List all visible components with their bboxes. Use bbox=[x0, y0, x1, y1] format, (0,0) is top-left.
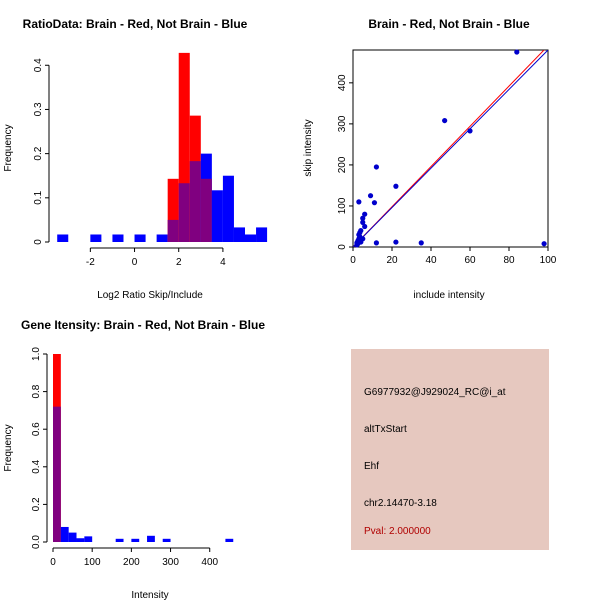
not-brain-bar bbox=[147, 535, 155, 542]
gene-intensity-histogram: 0.0 0.2 0.4 0.6 0.8 1.0 0 100 200 300 400 bbox=[31, 347, 234, 568]
chart1-ylabel: Frequency bbox=[3, 124, 14, 171]
not-brain-bar bbox=[84, 536, 93, 542]
scatter-point bbox=[393, 183, 399, 189]
plot-frame bbox=[352, 49, 549, 248]
scatter-point bbox=[393, 239, 399, 245]
not-brain-bar bbox=[90, 234, 102, 242]
chart2-ylabel: skip intensity bbox=[303, 119, 314, 176]
not-brain-bar bbox=[233, 227, 245, 242]
y-tick-label: 100 bbox=[337, 197, 348, 214]
y-tick-label: 0.2 bbox=[33, 146, 44, 160]
not-brain-bar bbox=[76, 538, 85, 542]
not-brain-bar bbox=[245, 234, 257, 242]
chart3-ylabel: Frequency bbox=[3, 424, 14, 471]
y-tick-label: 0.3 bbox=[33, 102, 44, 116]
overlap-bar bbox=[200, 178, 212, 242]
x-tick-label: 80 bbox=[503, 255, 515, 266]
x-tick-label: 0 bbox=[350, 255, 356, 266]
x-tick-label: 0 bbox=[132, 257, 138, 268]
scatter-point bbox=[514, 49, 520, 55]
not-brain-bar bbox=[60, 526, 69, 542]
scatter-point bbox=[373, 240, 379, 246]
x-tick-label: 2 bbox=[176, 257, 182, 268]
not-brain-bar bbox=[225, 538, 234, 542]
x-tick-label: 100 bbox=[540, 255, 557, 266]
intensity-scatter: 0 20 40 60 80 100 0 100 200 300 400 bbox=[337, 49, 557, 266]
not-brain-bar bbox=[156, 234, 168, 242]
not-brain-bar bbox=[162, 538, 171, 542]
scatter-point bbox=[541, 241, 547, 247]
scatter-point bbox=[418, 240, 424, 246]
x-tick-label: -2 bbox=[86, 257, 95, 268]
not-brain-bar bbox=[68, 532, 77, 542]
y-tick-label: 400 bbox=[337, 74, 348, 91]
not-brain-bar bbox=[115, 538, 124, 542]
not-brain-bar bbox=[112, 234, 124, 242]
y-tick-label: 0.1 bbox=[33, 190, 44, 204]
scatter-point bbox=[358, 237, 364, 243]
gene-name: Ehf bbox=[364, 461, 380, 472]
scatter-point bbox=[371, 200, 378, 206]
overlap-bar bbox=[178, 183, 190, 242]
genomic-location: chr2.14470-3.18 bbox=[364, 498, 437, 509]
brain-bar bbox=[178, 52, 190, 242]
chart3-xlabel: Intensity bbox=[131, 590, 168, 600]
scatter-point bbox=[362, 211, 368, 217]
chart2-title: Brain - Red, Not Brain - Blue bbox=[368, 17, 530, 31]
overlap-bar bbox=[189, 161, 201, 242]
p-value: Pval: 2.000000 bbox=[364, 526, 431, 537]
x-tick-label: 0 bbox=[50, 557, 56, 568]
scatter-point bbox=[357, 230, 363, 236]
not-brain-bar bbox=[256, 227, 268, 242]
y-tick-label: 0.6 bbox=[31, 422, 42, 436]
not-brain-bar bbox=[134, 234, 146, 242]
scatter-point bbox=[362, 223, 368, 230]
scatter-point bbox=[360, 215, 366, 221]
chart3-title: Gene Itensity: Brain - Red, Not Brain - … bbox=[21, 318, 265, 332]
scatter-point bbox=[360, 219, 366, 225]
scatter-point bbox=[356, 199, 362, 205]
probe-id: G6977932@J929024_RC@i_at bbox=[364, 387, 506, 398]
x-tick-label: 40 bbox=[425, 255, 437, 266]
x-tick-label: 4 bbox=[220, 257, 226, 268]
y-tick-label: 0.4 bbox=[33, 58, 44, 72]
y-tick-label: 0.4 bbox=[31, 459, 42, 473]
not-brain-bar bbox=[222, 175, 234, 242]
x-tick-label: 300 bbox=[162, 557, 179, 568]
scatter-point bbox=[367, 193, 374, 199]
chart2-xlabel: include intensity bbox=[413, 290, 484, 301]
x-tick-label: 400 bbox=[201, 557, 218, 568]
not-brain-bar bbox=[57, 234, 69, 242]
x-tick-label: 100 bbox=[84, 557, 101, 568]
y-tick-label: 0.8 bbox=[31, 384, 42, 398]
scatter-point bbox=[442, 117, 448, 124]
y-tick-label: 0.2 bbox=[31, 497, 42, 511]
overlap-bar bbox=[53, 406, 61, 542]
x-tick-label: 20 bbox=[386, 255, 398, 266]
x-tick-label: 60 bbox=[464, 255, 476, 266]
scatter-point bbox=[467, 128, 473, 134]
scatter-point bbox=[373, 164, 379, 170]
chart1-title: RatioData: Brain - Red, Not Brain - Blue bbox=[23, 17, 248, 31]
brain-bar bbox=[167, 178, 179, 242]
ratio-histogram: 0 0.1 0.2 0.3 0.4 -2 0 2 4 bbox=[33, 52, 268, 268]
info-panel: G6977932@J929024_RC@i_at altTxStart Ehf … bbox=[351, 349, 549, 550]
y-tick-label: 300 bbox=[337, 115, 348, 132]
y-tick-label: 0 bbox=[337, 244, 348, 250]
x-tick-label: 200 bbox=[123, 557, 140, 568]
not-brain-fit-line bbox=[353, 50, 548, 247]
y-tick-label: 1.0 bbox=[31, 347, 42, 361]
y-tick-label: 0.0 bbox=[31, 535, 42, 549]
overlap-bar bbox=[167, 219, 179, 242]
event-type: altTxStart bbox=[364, 424, 407, 435]
scatter-point bbox=[355, 241, 361, 247]
not-brain-bar bbox=[131, 538, 140, 542]
chart1-xlabel: Log2 Ratio Skip/Include bbox=[97, 290, 203, 301]
not-brain-bar bbox=[211, 190, 223, 242]
y-tick-label: 0 bbox=[33, 239, 44, 245]
y-tick-label: 200 bbox=[337, 156, 348, 173]
